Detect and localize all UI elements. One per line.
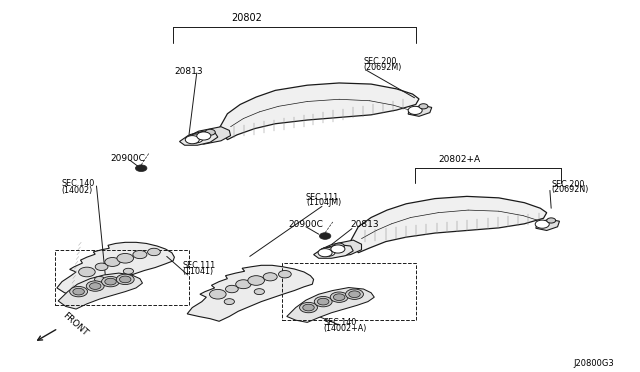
Circle shape <box>205 129 215 135</box>
Polygon shape <box>287 288 374 323</box>
Text: SEC.111: SEC.111 <box>306 193 339 202</box>
Text: SEC.111: SEC.111 <box>182 261 216 270</box>
Circle shape <box>224 299 234 305</box>
Circle shape <box>547 218 556 223</box>
Circle shape <box>333 294 345 301</box>
Circle shape <box>102 276 120 287</box>
Circle shape <box>148 248 161 256</box>
Bar <box>282 263 416 320</box>
Circle shape <box>105 257 120 266</box>
Circle shape <box>136 165 147 171</box>
Circle shape <box>331 245 345 253</box>
Circle shape <box>334 243 344 249</box>
Circle shape <box>349 291 360 298</box>
Circle shape <box>133 250 147 259</box>
Text: (11041): (11041) <box>182 267 214 276</box>
Circle shape <box>236 280 251 289</box>
Circle shape <box>278 270 291 278</box>
Bar <box>55 250 189 305</box>
Circle shape <box>209 289 226 299</box>
Circle shape <box>303 304 314 311</box>
Text: 20900C: 20900C <box>288 221 323 230</box>
Circle shape <box>124 268 134 274</box>
Circle shape <box>95 263 108 270</box>
Circle shape <box>318 248 332 257</box>
Text: 20813: 20813 <box>351 221 380 230</box>
Circle shape <box>120 276 131 283</box>
Circle shape <box>248 276 264 285</box>
Circle shape <box>254 289 264 295</box>
Text: FRONT: FRONT <box>61 310 90 337</box>
Circle shape <box>330 292 348 302</box>
Circle shape <box>188 134 203 143</box>
Polygon shape <box>179 131 218 145</box>
Polygon shape <box>219 83 419 140</box>
Polygon shape <box>58 273 143 309</box>
Circle shape <box>86 281 104 291</box>
Circle shape <box>300 302 317 313</box>
Text: SEC.200: SEC.200 <box>551 180 584 189</box>
Circle shape <box>535 220 549 228</box>
Text: 20813: 20813 <box>174 67 203 76</box>
Text: (20692M): (20692M) <box>364 63 402 72</box>
Circle shape <box>263 273 277 281</box>
Circle shape <box>90 283 101 289</box>
Circle shape <box>317 298 329 305</box>
Polygon shape <box>57 242 174 299</box>
Polygon shape <box>536 219 559 231</box>
Circle shape <box>105 278 116 285</box>
Circle shape <box>419 104 428 109</box>
Text: (14002): (14002) <box>61 186 93 195</box>
Text: 20802: 20802 <box>231 13 262 23</box>
Polygon shape <box>187 265 314 321</box>
Circle shape <box>70 286 88 297</box>
Circle shape <box>79 267 95 277</box>
Circle shape <box>346 289 364 299</box>
Circle shape <box>95 276 105 282</box>
Text: SEC.200: SEC.200 <box>364 57 397 66</box>
Text: 20802+A: 20802+A <box>438 155 480 164</box>
Text: J20800G3: J20800G3 <box>573 359 614 368</box>
Text: (20692N): (20692N) <box>551 185 589 194</box>
Circle shape <box>225 285 238 293</box>
Circle shape <box>408 106 422 115</box>
Polygon shape <box>351 196 547 253</box>
Circle shape <box>185 136 199 144</box>
Text: SEC.140: SEC.140 <box>323 318 356 327</box>
Circle shape <box>73 288 84 295</box>
Text: (14002+A): (14002+A) <box>323 324 367 333</box>
Circle shape <box>314 296 332 307</box>
Polygon shape <box>314 244 353 258</box>
Circle shape <box>319 233 331 239</box>
Circle shape <box>196 132 211 140</box>
Text: SEC.140: SEC.140 <box>61 179 95 188</box>
Text: (1104JM): (1104JM) <box>306 198 341 207</box>
Polygon shape <box>189 127 230 144</box>
Circle shape <box>117 253 134 263</box>
Polygon shape <box>408 105 432 116</box>
Circle shape <box>116 274 134 285</box>
Circle shape <box>320 247 335 256</box>
Polygon shape <box>320 240 362 257</box>
Text: 20900C: 20900C <box>111 154 145 163</box>
